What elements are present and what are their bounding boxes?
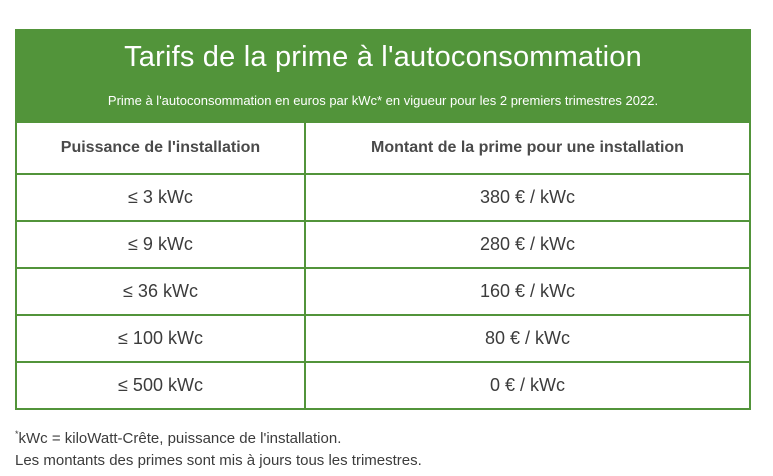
cell-amount: 280 € / kWc [305, 221, 749, 269]
table-subtitle: Prime à l'autoconsommation en euros par … [107, 93, 659, 108]
cell-amount: 80 € / kWc [305, 315, 749, 363]
table-row: ≤ 36 kWc 160 € / kWc [17, 268, 749, 316]
tariff-table-card: Tarifs de la prime à l'autoconsommation … [15, 29, 751, 410]
footnote: *kWc = kiloWatt-Crête, puissance de l'in… [15, 423, 422, 472]
cell-amount: 380 € / kWc [305, 174, 749, 222]
table-row: ≤ 9 kWc 280 € / kWc [17, 221, 749, 269]
cell-power: ≤ 3 kWc [17, 174, 306, 222]
cell-amount: 0 € / kWc [489, 375, 565, 395]
table-header-row: Puissance de l'installation Montant de l… [17, 123, 749, 175]
footnote-definition: kWc = kiloWatt-Crête, puissance de l'ins… [18, 430, 342, 447]
cell-power: ≤ 100 kWc [17, 315, 306, 363]
footnote-line-1: *kWc = kiloWatt-Crête, puissance de l'in… [15, 423, 422, 450]
tariff-table: Puissance de l'installation Montant de l… [17, 123, 749, 408]
table-title: Tarifs de la prime à l'autoconsommation [124, 41, 642, 73]
footnote-line-2: Les montants des primes sont mis à jours… [15, 452, 422, 469]
cell-power: ≤ 500 kWc [17, 362, 306, 408]
table-header: Tarifs de la prime à l'autoconsommation … [17, 31, 749, 123]
cell-amount: 160 € / kWc [305, 268, 749, 316]
table-row: ≤ 500 kWc 0 € / kWc [17, 362, 749, 408]
column-header-power: Puissance de l'installation [17, 123, 306, 175]
column-header-amount: Montant de la prime pour une installatio… [305, 123, 749, 175]
cell-power: ≤ 9 kWc [17, 221, 306, 269]
table-row: ≤ 100 kWc 80 € / kWc [17, 315, 749, 363]
cell-power: ≤ 36 kWc [17, 268, 306, 316]
table-row: ≤ 3 kWc 380 € / kWc [17, 174, 749, 222]
footnote-marker: * [15, 429, 19, 439]
